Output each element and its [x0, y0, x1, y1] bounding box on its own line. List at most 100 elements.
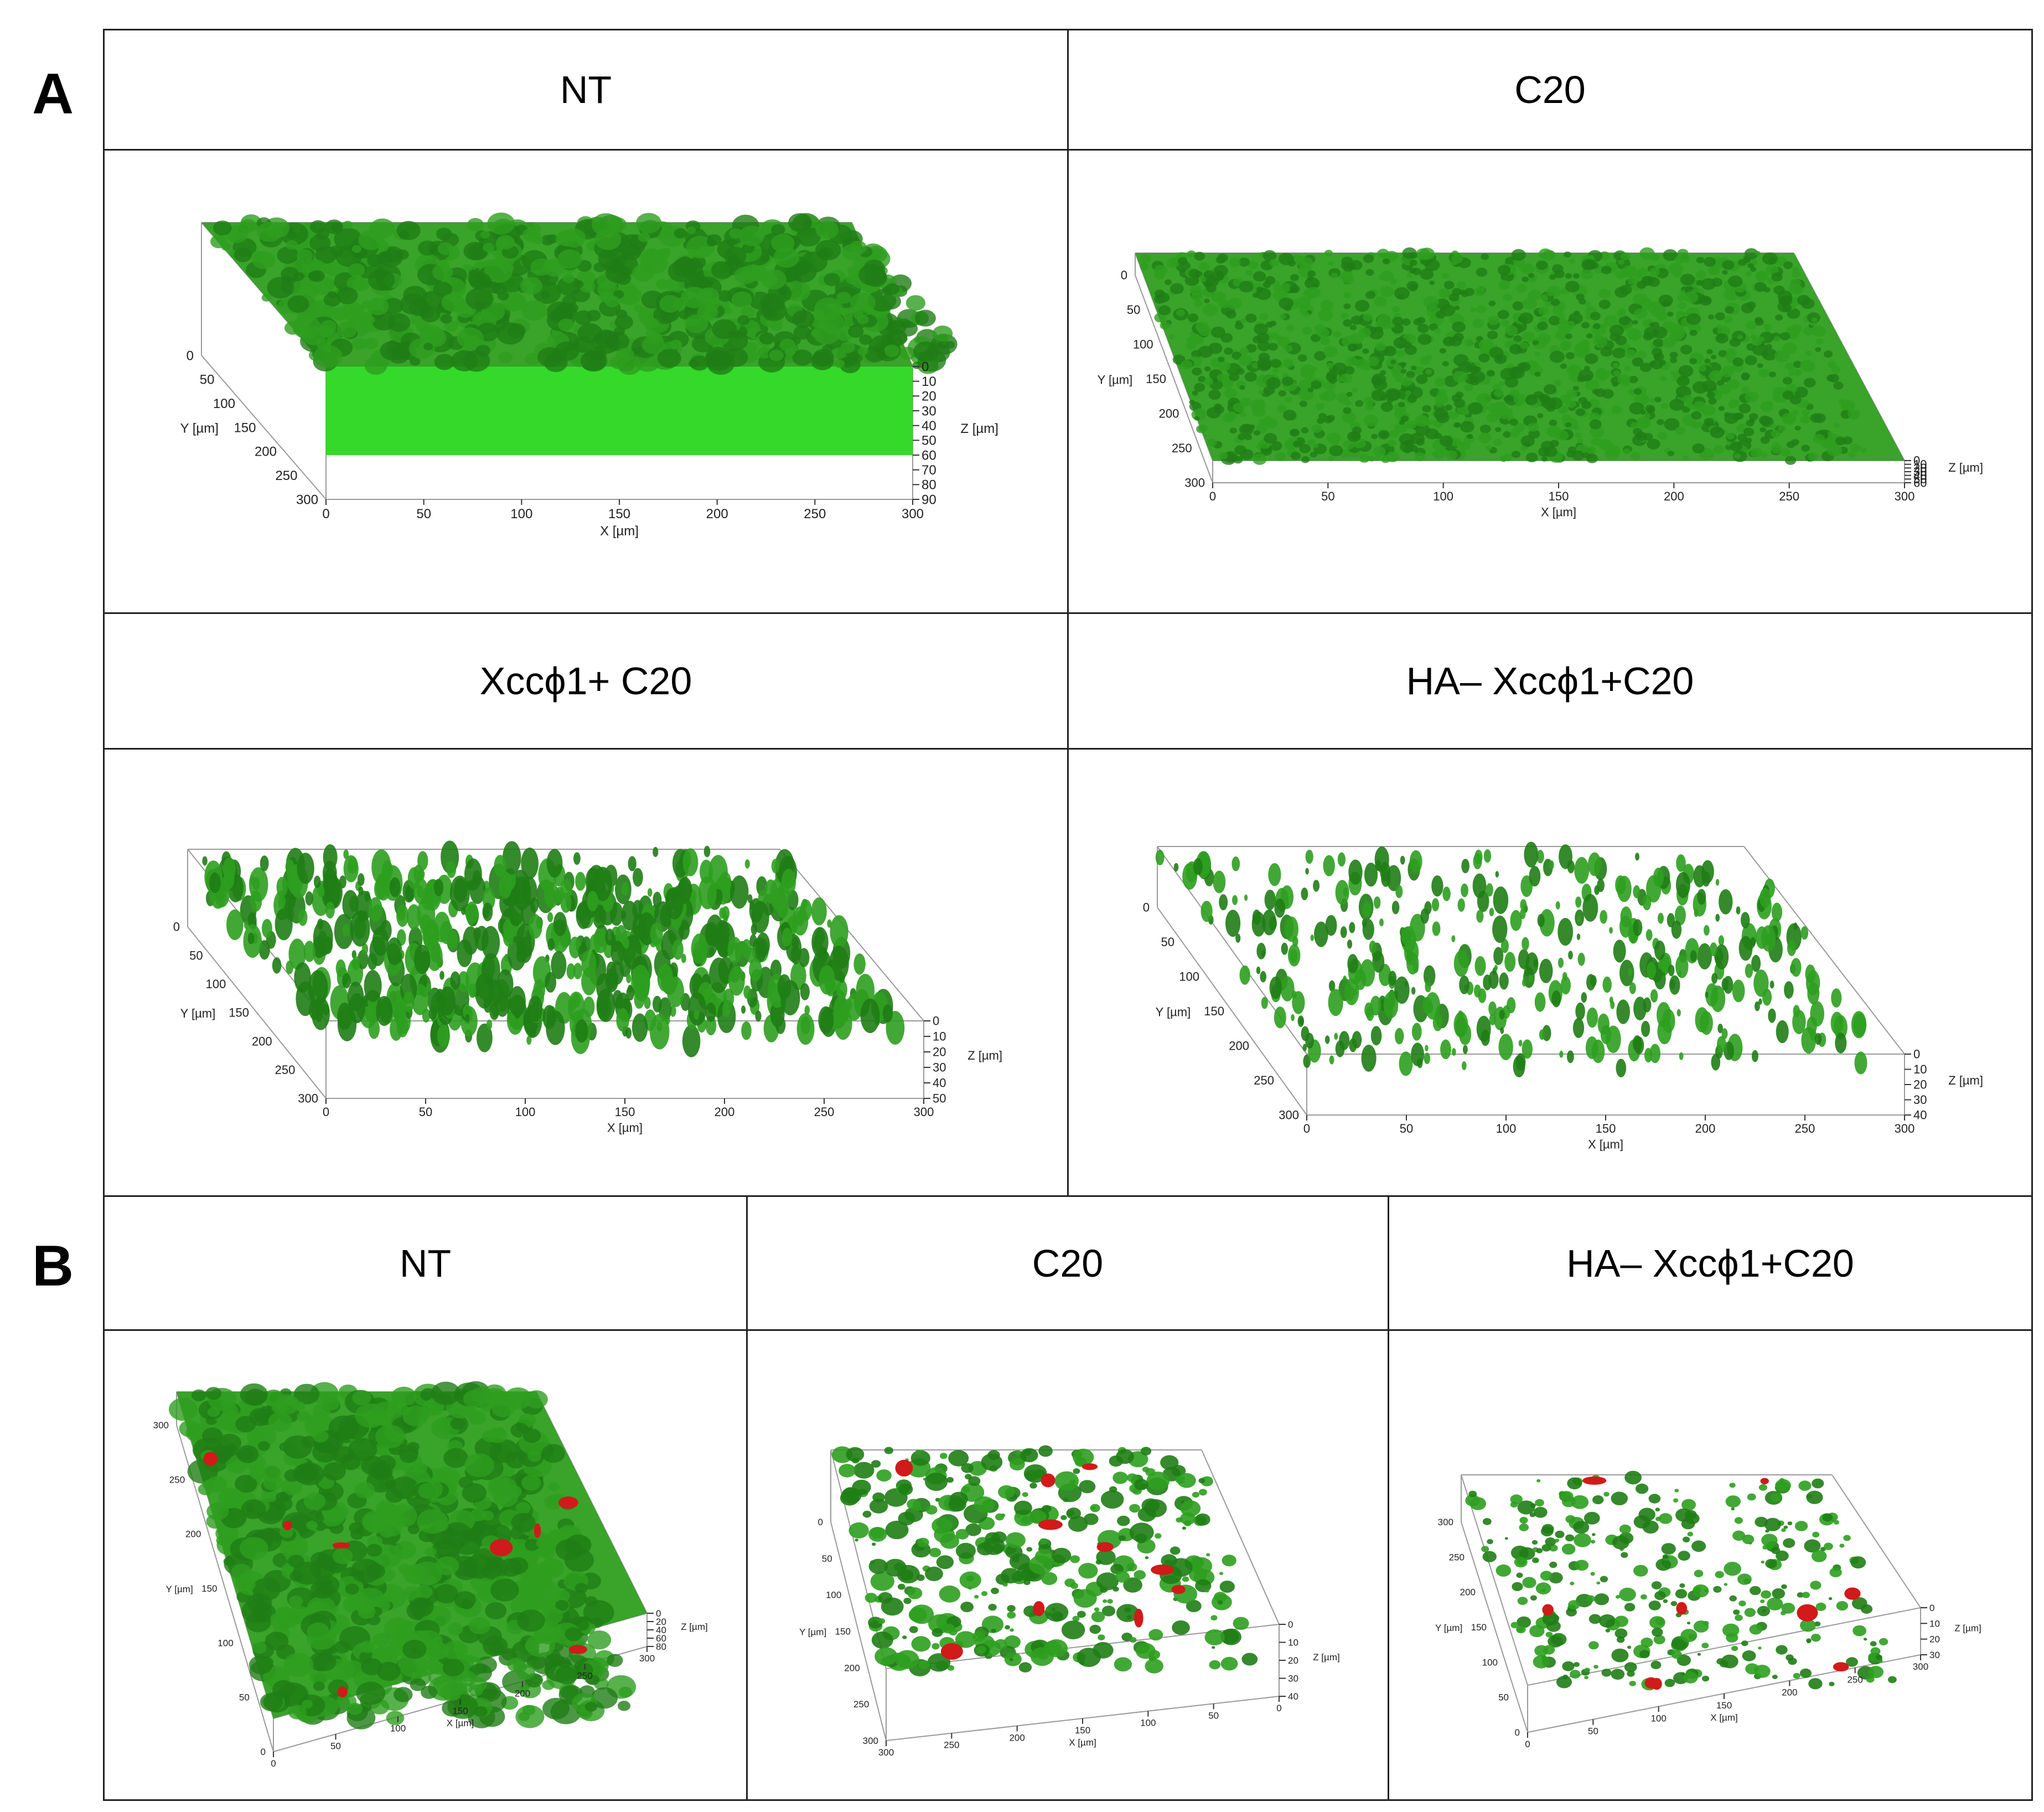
svg-text:0: 0 — [173, 920, 180, 934]
svg-text:0: 0 — [1209, 489, 1216, 503]
panel-a-image-ha-xcc-c20: 0 50 100 150 200 250 300 X [µm] 0 50 100 150 200 250 3… — [1067, 748, 2033, 1197]
svg-text:0: 0 — [271, 1758, 276, 1769]
panel-a-image-xcc-c20: 0 50 100 150 200 250 300 X [µm] 0 50 100 150 200 250 3… — [103, 748, 1069, 1197]
svg-text:Y [µm]: Y [µm] — [1156, 1005, 1191, 1019]
svg-text:10: 10 — [922, 374, 936, 389]
svg-text:300: 300 — [1895, 1122, 1915, 1135]
svg-text:50: 50 — [330, 1741, 341, 1751]
svg-text:60: 60 — [922, 448, 936, 463]
svg-text:0: 0 — [1913, 454, 1920, 468]
svg-text:0: 0 — [933, 1014, 939, 1028]
svg-text:10: 10 — [1929, 1618, 1940, 1629]
svg-text:Z [µm]: Z [µm] — [1948, 1073, 1983, 1087]
svg-text:300: 300 — [296, 492, 318, 507]
svg-text:20: 20 — [1288, 1655, 1298, 1666]
svg-text:100: 100 — [1179, 970, 1199, 984]
svg-text:X [µm]: X [µm] — [1588, 1138, 1623, 1152]
svg-text:50: 50 — [822, 1553, 832, 1564]
svg-text:100: 100 — [1650, 1713, 1666, 1723]
svg-text:250: 250 — [275, 1063, 296, 1077]
panel-a-image-nt: 0 50 100 150 200 250 300 X [µm] 0 50 100 150 200 250 3… — [103, 149, 1069, 614]
svg-text:300: 300 — [902, 507, 924, 522]
svg-text:250: 250 — [1172, 441, 1192, 455]
svg-text:0: 0 — [1525, 1739, 1530, 1749]
svg-text:Z [µm]: Z [µm] — [681, 1622, 708, 1632]
svg-text:30: 30 — [1288, 1673, 1298, 1684]
svg-text:30: 30 — [933, 1061, 946, 1075]
svg-text:10: 10 — [1288, 1637, 1298, 1648]
svg-text:150: 150 — [615, 1105, 635, 1119]
svg-text:250: 250 — [1795, 1122, 1815, 1135]
svg-text:200: 200 — [844, 1663, 860, 1673]
svg-text:50: 50 — [189, 948, 203, 962]
svg-text:300: 300 — [1279, 1108, 1299, 1122]
svg-text:90: 90 — [922, 492, 936, 507]
svg-text:50: 50 — [1913, 472, 1927, 486]
svg-text:250: 250 — [577, 1671, 592, 1681]
panel-letter-a: A — [32, 62, 74, 126]
svg-text:Y [µm]: Y [µm] — [1098, 373, 1133, 386]
svg-text:300: 300 — [1913, 1661, 1928, 1672]
svg-text:50: 50 — [922, 433, 936, 448]
svg-text:150: 150 — [1204, 1004, 1224, 1018]
svg-text:150: 150 — [1075, 1725, 1090, 1736]
svg-text:150: 150 — [452, 1706, 468, 1716]
svg-text:0: 0 — [322, 507, 329, 522]
svg-text:50: 50 — [200, 373, 215, 388]
svg-text:30: 30 — [1913, 465, 1927, 479]
svg-text:50: 50 — [1588, 1726, 1598, 1737]
svg-text:X [µm]: X [µm] — [1541, 505, 1576, 519]
svg-text:Z [µm]: Z [µm] — [1313, 1652, 1340, 1663]
svg-text:100: 100 — [515, 1105, 536, 1119]
svg-text:200: 200 — [706, 507, 728, 522]
svg-text:X [µm]: X [µm] — [1710, 1712, 1737, 1723]
svg-text:250: 250 — [804, 507, 826, 522]
svg-text:Z [µm]: Z [µm] — [960, 421, 998, 436]
svg-text:70: 70 — [922, 463, 936, 478]
svg-text:30: 30 — [922, 404, 936, 419]
svg-text:10: 10 — [1913, 1062, 1927, 1076]
svg-text:100: 100 — [1140, 1718, 1156, 1728]
svg-text:20: 20 — [1913, 1078, 1927, 1092]
svg-text:200: 200 — [715, 1105, 735, 1119]
svg-text:150: 150 — [608, 507, 630, 522]
svg-text:100: 100 — [213, 396, 235, 411]
svg-text:Z [µm]: Z [µm] — [967, 1049, 1002, 1062]
svg-text:40: 40 — [1913, 1108, 1927, 1122]
svg-text:Z [µm]: Z [µm] — [1954, 1623, 1981, 1634]
svg-text:200: 200 — [1460, 1587, 1476, 1598]
svg-text:300: 300 — [1895, 489, 1915, 503]
svg-text:10: 10 — [1913, 457, 1927, 471]
svg-text:50: 50 — [1321, 489, 1334, 503]
panel-a-image-c20: 0 50 100 150 200 250 300 X [µm] 0 50 100 150 200 250 3… — [1067, 149, 2033, 614]
svg-text:0: 0 — [323, 1105, 329, 1119]
svg-text:200: 200 — [1229, 1039, 1249, 1053]
panel-b-image-ha-xcc-c20: 0 50 100 150 200 250 300 X [µm] 300 250 200 150 100 5… — [1388, 1329, 2033, 1801]
svg-text:150: 150 — [234, 420, 256, 435]
svg-text:0: 0 — [1276, 1703, 1281, 1713]
panel-letter-b: B — [32, 1234, 74, 1298]
svg-text:200: 200 — [1009, 1732, 1024, 1743]
svg-text:300: 300 — [153, 1420, 169, 1431]
svg-text:20: 20 — [922, 389, 936, 404]
svg-text:0: 0 — [1303, 1122, 1310, 1135]
svg-text:Y [µm]: Y [µm] — [180, 1006, 216, 1020]
svg-text:0: 0 — [656, 1608, 661, 1619]
svg-text:300: 300 — [863, 1736, 878, 1746]
svg-text:100: 100 — [390, 1723, 406, 1734]
panel-a-header-ha-xcc-c20: HA– Xccϕ1+C20 — [1067, 612, 2033, 750]
svg-text:30: 30 — [1929, 1650, 1940, 1660]
svg-text:40: 40 — [933, 1076, 946, 1090]
svg-text:Y [µm]: Y [µm] — [166, 1584, 193, 1594]
svg-text:50: 50 — [1208, 1710, 1219, 1721]
svg-text:100: 100 — [206, 977, 226, 991]
svg-text:0: 0 — [261, 1747, 266, 1757]
svg-text:50: 50 — [239, 1692, 250, 1703]
svg-text:200: 200 — [1695, 1122, 1716, 1135]
svg-text:300: 300 — [1438, 1517, 1453, 1527]
svg-text:100: 100 — [510, 507, 532, 522]
svg-text:20: 20 — [1929, 1634, 1940, 1645]
